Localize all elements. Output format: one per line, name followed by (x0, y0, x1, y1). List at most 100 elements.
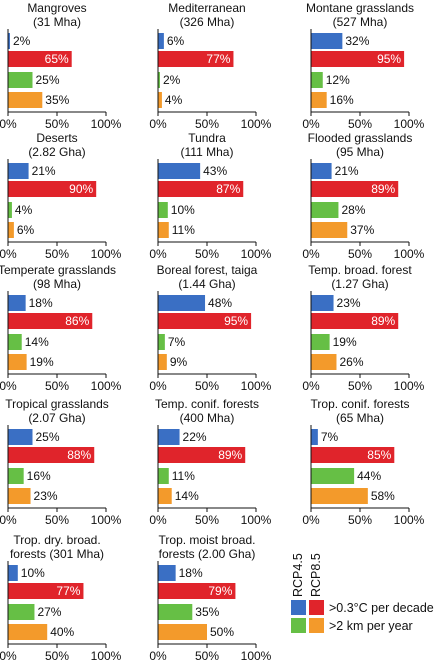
data-label-velocity-rcp45: 10% (21, 566, 45, 580)
data-label-distance-rcp45: 28% (341, 203, 365, 217)
x-tick-label: 100% (241, 379, 272, 393)
data-label-velocity-rcp85: 85% (367, 448, 391, 462)
panel-subtitle-deserts: (2.82 Gha) (28, 145, 85, 159)
legend-swatch-distance-rcp45 (291, 618, 306, 633)
bar-distance-rcp45 (158, 202, 168, 218)
bar-velocity-rcp85 (8, 181, 97, 197)
panel-title-temp-conif-forests: Temp. conif. forests (155, 397, 259, 411)
bar-distance-rcp45 (311, 468, 355, 484)
panel-title-mediterranean: Mediterranean (168, 1, 245, 15)
panel-trop-moist-broad: Trop. moist broad.forests (2.00 Gha) 18% 7… (149, 533, 271, 663)
legend-rcp45-label: RCP4.5 (291, 553, 305, 597)
panel-temp-conif-forests: Temp. conif. forests(400 Mha) 22% 89% 11% 14… (149, 397, 271, 527)
bar-velocity-rcp45 (311, 295, 334, 311)
bar-distance-rcp85 (158, 222, 169, 238)
data-label-velocity-rcp85: 77% (206, 52, 230, 66)
data-label-distance-rcp85: 16% (330, 93, 354, 107)
x-tick-label: 100% (91, 117, 122, 131)
bar-distance-rcp45 (311, 202, 339, 218)
panel-subtitle-flooded-grasslands: (95 Mha) (336, 145, 384, 159)
panel-subtitle-tropical-grasslands: (2.07 Gha) (28, 411, 85, 425)
x-tick-label: 100% (91, 379, 122, 393)
data-label-velocity-rcp45: 43% (203, 164, 227, 178)
data-label-velocity-rcp45: 32% (345, 34, 369, 48)
x-tick-label: 50% (45, 379, 69, 393)
data-label-distance-rcp45: 19% (333, 335, 357, 349)
data-label-velocity-rcp85: 86% (65, 314, 89, 328)
panel-mediterranean: Mediterranean(326 Mha) 6% 77% 2% 4% 0% 50% 100% (149, 1, 271, 131)
bar-velocity-rcp45 (158, 33, 164, 49)
data-label-velocity-rcp45: 22% (183, 430, 207, 444)
bar-velocity-rcp45 (8, 429, 33, 445)
bar-velocity-rcp85 (311, 51, 405, 67)
data-label-distance-rcp85: 23% (34, 489, 58, 503)
bar-distance-rcp85 (158, 488, 172, 504)
bar-distance-rcp45 (8, 468, 24, 484)
data-label-velocity-rcp85: 87% (216, 182, 240, 196)
data-label-distance-rcp85: 50% (210, 625, 234, 639)
bar-distance-rcp45 (158, 72, 160, 88)
data-label-velocity-rcp45: 23% (337, 296, 361, 310)
x-tick-label: 100% (241, 117, 272, 131)
data-label-distance-rcp45: 16% (27, 469, 51, 483)
panel-title-trop-moist-broad: Trop. moist broad. (159, 533, 256, 547)
x-tick-label: 50% (45, 649, 69, 663)
data-label-distance-rcp45: 11% (172, 469, 195, 483)
x-tick-label: 100% (394, 379, 425, 393)
data-label-velocity-rcp45: 18% (29, 296, 53, 310)
bar-distance-rcp45 (158, 468, 169, 484)
panel-title-temp-broad-forest: Temp. broad. forest (308, 263, 412, 277)
bar-distance-rcp85 (311, 354, 337, 370)
x-tick-label: 0% (149, 649, 167, 663)
panel-title-tropical-grasslands: Tropical grasslands (5, 397, 109, 411)
panel-temp-broad-forest: Temp. broad. forest(1.27 Gha) 23% 89% 19% 26… (302, 263, 424, 393)
bar-velocity-rcp45 (8, 163, 29, 179)
data-label-velocity-rcp85: 88% (67, 448, 91, 462)
panel-subtitle-temp-conif-forests: (400 Mha) (180, 411, 235, 425)
data-label-velocity-rcp85: 65% (45, 52, 69, 66)
bar-velocity-rcp45 (8, 33, 10, 49)
bar-velocity-rcp85 (8, 51, 72, 67)
data-label-distance-rcp85: 9% (170, 355, 188, 369)
data-label-velocity-rcp85: 77% (56, 584, 80, 598)
bar-distance-rcp85 (8, 354, 27, 370)
bar-velocity-rcp85 (158, 583, 236, 599)
bar-velocity-rcp85 (8, 447, 95, 463)
panel-subtitle-trop-moist-broad: forests (2.00 Gha) (159, 547, 256, 561)
x-tick-label: 100% (394, 247, 425, 261)
bar-distance-rcp85 (8, 222, 14, 238)
x-tick-label: 50% (195, 117, 219, 131)
bar-distance-rcp45 (8, 604, 35, 620)
data-label-velocity-rcp85: 95% (377, 52, 401, 66)
data-label-distance-rcp45: 27% (37, 605, 61, 619)
data-label-velocity-rcp45: 25% (36, 430, 60, 444)
panel-subtitle-temperate-grasslands: (98 Mha) (33, 277, 81, 291)
data-label-velocity-rcp85: 89% (371, 314, 395, 328)
bar-distance-rcp45 (158, 604, 193, 620)
data-label-distance-rcp45: 25% (36, 73, 60, 87)
panel-title-trop-dry-broad: Trop. dry. broad. (13, 533, 100, 547)
bar-distance-rcp85 (8, 92, 43, 108)
panel-mangroves: Mangroves(31 Mha)2% 65% 25% 35% 0% 50% 100% (0, 1, 122, 131)
bar-velocity-rcp45 (311, 163, 332, 179)
x-tick-label: 50% (348, 379, 372, 393)
x-tick-label: 0% (302, 513, 320, 527)
panel-subtitle-mangroves: (31 Mha) (33, 15, 81, 29)
x-tick-label: 50% (195, 513, 219, 527)
bar-distance-rcp45 (8, 72, 33, 88)
data-label-distance-rcp85: 6% (17, 223, 35, 237)
bar-velocity-rcp85 (8, 583, 84, 599)
bar-velocity-rcp85 (158, 313, 252, 329)
data-label-distance-rcp85: 19% (30, 355, 54, 369)
x-tick-label: 50% (45, 247, 69, 261)
x-tick-label: 100% (241, 247, 272, 261)
panel-subtitle-trop-conif-forests: (65 Mha) (336, 411, 384, 425)
bar-velocity-rcp85 (8, 313, 93, 329)
data-label-distance-rcp85: 14% (175, 489, 199, 503)
data-label-distance-rcp45: 44% (357, 469, 381, 483)
panel-tundra: Tundra(111 Mha) 43% 87% 10% 11% 0% 50% 100% (149, 131, 271, 261)
bar-velocity-rcp45 (158, 565, 176, 581)
data-label-distance-rcp45: 12% (326, 73, 350, 87)
data-label-distance-rcp85: 4% (165, 93, 183, 107)
bar-distance-rcp85 (311, 222, 348, 238)
